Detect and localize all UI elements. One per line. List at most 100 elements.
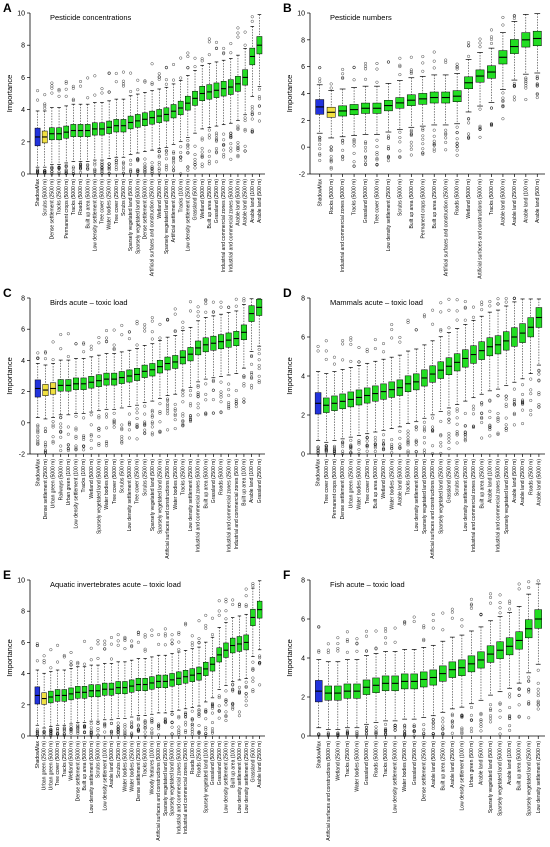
outlier-point xyxy=(412,730,416,734)
x-tick-label: Low density settlement (2500 m) xyxy=(463,459,469,532)
x-tick-label: Low density settlement (2500 m) xyxy=(386,179,392,252)
outlier-point xyxy=(231,598,235,602)
outlier-point xyxy=(224,719,228,723)
outlier-point xyxy=(463,439,467,443)
outlier-point xyxy=(200,165,204,169)
outlier-point xyxy=(190,643,194,647)
outlier-point xyxy=(236,147,240,151)
outlier-point xyxy=(135,437,139,441)
outlier-point xyxy=(100,162,104,166)
outlier-point xyxy=(120,323,124,327)
outlier-point xyxy=(157,77,161,81)
outlier-point xyxy=(324,339,328,343)
outlier-point xyxy=(170,642,174,646)
box-16 xyxy=(135,630,142,733)
box-26 xyxy=(519,298,526,426)
outlier-point xyxy=(422,420,426,424)
outlier-point xyxy=(460,713,464,717)
outlier-point xyxy=(432,50,436,54)
outlier-point xyxy=(179,151,183,154)
outlier-point xyxy=(103,639,107,643)
box-18 xyxy=(149,628,155,736)
outlier-point xyxy=(512,423,516,427)
outlier-point xyxy=(329,167,333,171)
outlier-point xyxy=(357,346,361,350)
box-16 xyxy=(142,79,148,174)
outlier-point xyxy=(447,421,451,425)
outlier-point xyxy=(96,642,100,646)
outlier-point xyxy=(97,427,101,431)
outlier-point xyxy=(211,633,214,637)
outlier-point xyxy=(496,416,500,420)
outlier-point xyxy=(71,86,75,90)
outlier-point xyxy=(127,412,131,416)
outlier-point xyxy=(43,169,47,172)
x-tick-label: Artificial surfaces and construction (25… xyxy=(443,179,449,277)
outlier-point xyxy=(121,82,125,86)
outlier-point xyxy=(193,153,197,157)
outlier-point xyxy=(341,444,345,448)
outlier-point xyxy=(229,157,233,161)
outlier-point xyxy=(143,404,147,408)
box-12 xyxy=(118,323,125,445)
outlier-point xyxy=(170,725,174,729)
outlier-point xyxy=(469,602,473,606)
outlier-point xyxy=(150,408,154,412)
outlier-point xyxy=(158,322,162,326)
outlier-point xyxy=(143,326,147,330)
x-tick-label: Grassland (5000 m) xyxy=(364,741,370,786)
outlier-point xyxy=(316,445,320,449)
outlier-point xyxy=(123,635,127,639)
outlier-point xyxy=(181,391,185,394)
outlier-point xyxy=(189,389,192,393)
outlier-point xyxy=(190,709,194,713)
outlier-point xyxy=(243,119,247,123)
box-6 xyxy=(372,61,382,167)
outlier-point xyxy=(508,715,512,719)
outlier-point xyxy=(42,730,46,734)
outlier-point xyxy=(79,165,82,169)
outlier-point xyxy=(364,156,368,159)
outlier-point xyxy=(59,425,63,429)
outlier-point xyxy=(441,628,445,632)
outlier-point xyxy=(524,86,528,90)
outlier-point xyxy=(512,398,516,401)
outlier-point xyxy=(49,666,53,670)
box-22 xyxy=(486,300,494,438)
outlier-point xyxy=(143,730,147,734)
outlier-point xyxy=(412,620,416,623)
outlier-point xyxy=(498,702,502,706)
outlier-point xyxy=(236,127,240,131)
x-tick-label: Artificial settlement (2500 m) xyxy=(171,179,177,243)
outlier-point xyxy=(97,414,101,418)
outlier-point xyxy=(211,704,214,708)
outlier-point xyxy=(357,360,361,364)
outlier-point xyxy=(512,413,516,417)
outlier-point xyxy=(258,662,262,666)
x-tick-label: Roads (2500 m) xyxy=(197,741,203,777)
outlier-point xyxy=(537,369,541,373)
outlier-point xyxy=(186,165,190,169)
outlier-point xyxy=(103,721,107,725)
outlier-point xyxy=(244,699,248,703)
x-tick-label: Scrubs (2500 m) xyxy=(116,741,122,778)
outlier-point xyxy=(196,406,200,410)
x-tick-label: Railways (5000 m) xyxy=(58,459,64,501)
outlier-point xyxy=(86,96,90,100)
outlier-point xyxy=(496,432,500,436)
outlier-point xyxy=(512,411,516,415)
outlier-point xyxy=(250,130,254,134)
outlier-point xyxy=(114,80,118,84)
outlier-point xyxy=(364,61,368,65)
box-10 xyxy=(418,55,428,156)
outlier-point xyxy=(384,732,388,736)
x-tick-label: Sparsely vegetated land (5000 m) xyxy=(422,459,428,534)
outlier-point xyxy=(123,639,127,642)
outlier-point xyxy=(51,358,55,362)
outlier-point xyxy=(422,313,426,317)
outlier-point xyxy=(35,727,39,731)
outlier-point xyxy=(374,725,378,729)
outlier-point xyxy=(517,687,521,691)
outlier-point xyxy=(336,732,340,736)
outlier-point xyxy=(89,726,93,730)
